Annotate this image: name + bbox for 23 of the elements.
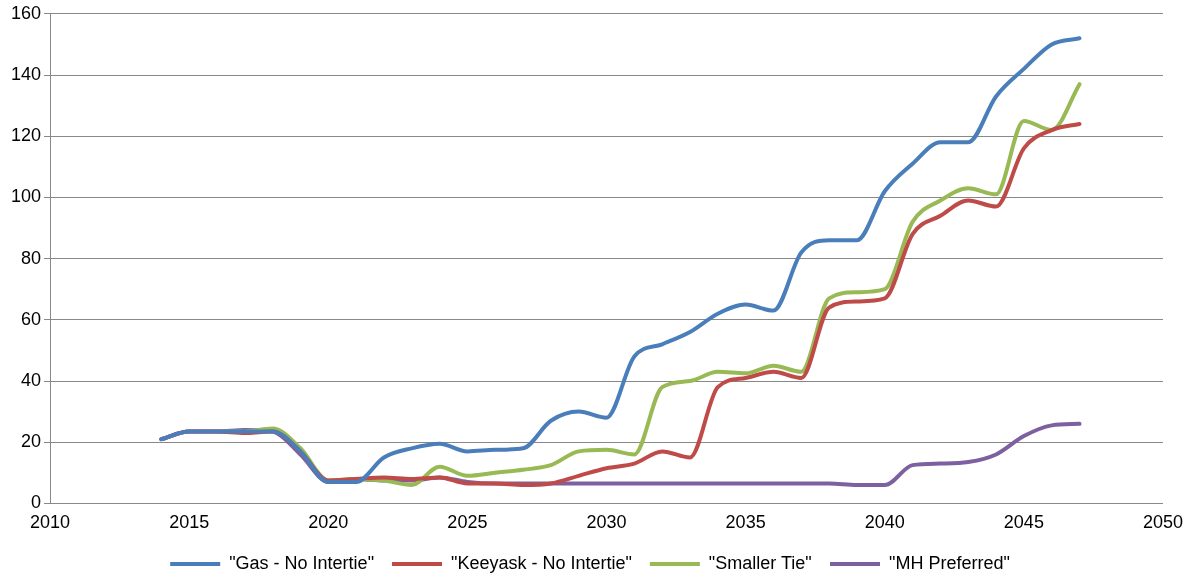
y-tick-label: 140 bbox=[10, 63, 42, 84]
x-tick-label: 2015 bbox=[169, 512, 210, 533]
legend-label: "MH Preferred" bbox=[889, 552, 1010, 573]
y-tick-label: 160 bbox=[10, 2, 42, 23]
x-tick-label: 2035 bbox=[725, 512, 766, 533]
legend-label: "Keeyask - No Intertie" bbox=[451, 552, 632, 573]
x-tick-label: 2010 bbox=[30, 512, 71, 533]
x-tick-label: 2025 bbox=[447, 512, 488, 533]
y-tick-label: 80 bbox=[21, 247, 42, 268]
legend-label: "Smaller Tie" bbox=[708, 552, 812, 573]
y-tick-label: 120 bbox=[10, 125, 42, 146]
x-tick-label: 2045 bbox=[1003, 512, 1044, 533]
y-tick-label: 0 bbox=[31, 492, 42, 513]
y-tick-label: 40 bbox=[21, 369, 42, 390]
y-tick-label: 20 bbox=[21, 431, 42, 452]
x-tick-label: 2030 bbox=[586, 512, 627, 533]
x-tick-label: 2020 bbox=[308, 512, 349, 533]
legend-label: "Gas - No Intertie" bbox=[229, 552, 375, 573]
x-tick-label: 2050 bbox=[1142, 512, 1183, 533]
x-tick-label: 2040 bbox=[864, 512, 905, 533]
line-series bbox=[159, 36, 1082, 484]
y-tick-label: 100 bbox=[10, 186, 42, 207]
y-tick-label: 60 bbox=[21, 308, 42, 329]
